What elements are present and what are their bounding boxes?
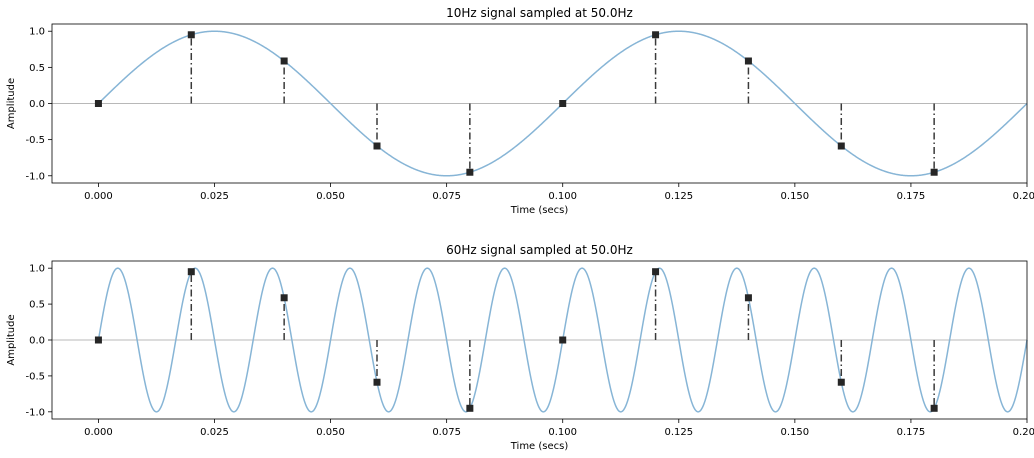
y-tick-label: -0.5 <box>25 135 45 146</box>
y-tick-label: 1.0 <box>29 27 45 38</box>
sample-point <box>466 168 474 176</box>
sample-point <box>930 168 938 176</box>
y-tick-label: 0.0 <box>29 336 45 347</box>
sample-point <box>187 268 195 276</box>
x-tick-label: 0.075 <box>432 191 461 202</box>
sample-point <box>280 57 288 65</box>
x-tick-label: 0.100 <box>548 427 577 438</box>
chart-panel-1: 10Hz signal sampled at 50.0Hz 0.000 0.025 0… <box>6 6 1034 216</box>
x-tick-label: 0.000 <box>84 191 113 202</box>
sample-point <box>744 57 752 65</box>
x-tick-label: 0.200 <box>1013 191 1034 202</box>
x-tick-label: 0.150 <box>781 427 810 438</box>
x-tick-label: 0.175 <box>897 191 926 202</box>
x-axis-label: Time (secs) <box>510 205 569 216</box>
x-tick-label: 0.025 <box>200 427 229 438</box>
x-tick-label: 0.025 <box>200 191 229 202</box>
x-tick-label: 0.200 <box>1013 427 1034 438</box>
x-tick-label: 0.075 <box>432 427 461 438</box>
x-tick-label: 0.050 <box>316 191 345 202</box>
y-tick-label: -0.5 <box>25 371 45 382</box>
y-tick-label: 0.0 <box>29 99 45 110</box>
sample-point <box>373 378 381 386</box>
chart-panel-2: 60Hz signal sampled at 50.0Hz 0.000 0.025 0… <box>6 243 1034 452</box>
sample-point <box>280 294 288 302</box>
y-tick-label: -1.0 <box>25 407 45 418</box>
x-tick-label: 0.100 <box>548 191 577 202</box>
x-tick-label: 0.125 <box>664 191 693 202</box>
sample-point <box>652 31 660 39</box>
y-tick-label: 0.5 <box>29 300 45 311</box>
sample-point <box>744 294 752 302</box>
chart-title: 10Hz signal sampled at 50.0Hz <box>446 6 633 20</box>
sample-point <box>559 100 567 107</box>
y-tick-label: 0.5 <box>29 63 45 74</box>
chart-title: 60Hz signal sampled at 50.0Hz <box>446 243 633 257</box>
y-tick-label: -1.0 <box>25 171 45 182</box>
x-tick-label: 0.150 <box>781 191 810 202</box>
y-tick-label: 1.0 <box>29 264 45 275</box>
sample-point <box>652 268 660 276</box>
x-axis-label: Time (secs) <box>510 441 569 452</box>
x-tick-label: 0.000 <box>84 427 113 438</box>
y-axis-label: Amplitude <box>6 314 17 365</box>
sample-point <box>466 404 474 412</box>
sample-point <box>559 336 567 344</box>
sample-point <box>373 142 381 150</box>
x-tick-label: 0.175 <box>897 427 926 438</box>
x-tick-label: 0.050 <box>316 427 345 438</box>
sample-point <box>930 404 938 412</box>
sample-point <box>94 336 102 344</box>
sample-point <box>94 100 102 107</box>
y-axis-label: Amplitude <box>6 78 17 129</box>
sample-point <box>837 142 845 150</box>
sample-point <box>837 378 845 386</box>
sample-point <box>187 31 195 39</box>
x-tick-label: 0.125 <box>664 427 693 438</box>
